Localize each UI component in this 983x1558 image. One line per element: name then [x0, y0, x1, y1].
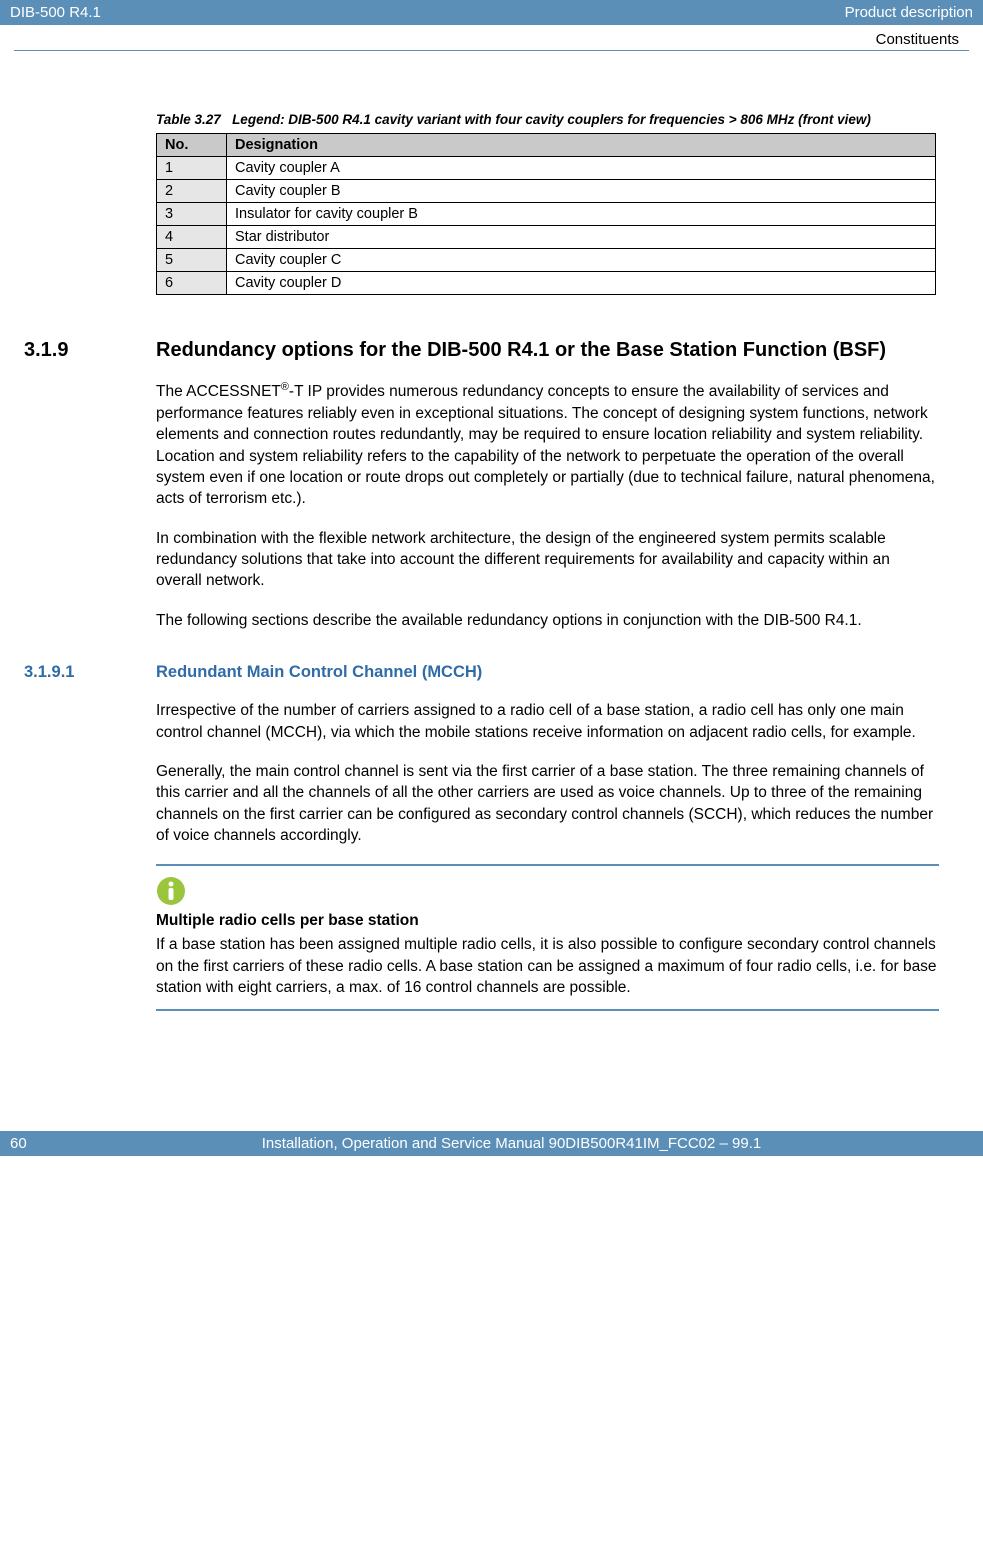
- section-title: Redundant Main Control Channel (MCCH): [156, 663, 482, 682]
- section-number: 3.1.9.1: [24, 663, 156, 682]
- cell-no: 1: [157, 157, 227, 180]
- para-text: -T IP provides numerous redundancy conce…: [156, 383, 935, 507]
- header-bar: DIB-500 R4.1 Product description: [0, 0, 983, 25]
- cell-designation: Insulator for cavity coupler B: [227, 203, 936, 226]
- header-rule: [14, 50, 969, 51]
- info-rule-bottom: [156, 1009, 939, 1011]
- registered-mark: ®: [281, 381, 289, 393]
- cell-designation: Cavity coupler D: [227, 272, 936, 295]
- info-icon: [156, 876, 186, 906]
- info-rule-top: [156, 864, 939, 866]
- cell-no: 4: [157, 226, 227, 249]
- footer-bar: 60 Installation, Operation and Service M…: [0, 1131, 983, 1156]
- paragraph: Generally, the main control channel is s…: [156, 761, 959, 847]
- table-caption-text: Legend: DIB-500 R4.1 cavity variant with…: [232, 112, 871, 127]
- paragraph: The ACCESSNET®-T IP provides numerous re…: [156, 380, 959, 509]
- info-heading: Multiple radio cells per base station: [156, 912, 939, 930]
- page-content: Table 3.27 Legend: DIB-500 R4.1 cavity v…: [0, 111, 983, 1011]
- paragraph: In combination with the flexible network…: [156, 528, 959, 592]
- table-row: 6 Cavity coupler D: [157, 272, 936, 295]
- col-header-designation: Designation: [227, 134, 936, 157]
- cell-designation: Cavity coupler B: [227, 180, 936, 203]
- section-heading-319: 3.1.9 Redundancy options for the DIB-500…: [24, 339, 959, 362]
- cell-designation: Cavity coupler C: [227, 249, 936, 272]
- cell-no: 6: [157, 272, 227, 295]
- info-text: If a base station has been assigned mult…: [156, 934, 939, 998]
- table-row: 1 Cavity coupler A: [157, 157, 936, 180]
- cell-no: 2: [157, 180, 227, 203]
- table-caption-lead: Table 3.27: [156, 112, 221, 127]
- paragraph: The following sections describe the avai…: [156, 610, 959, 631]
- section-title: Redundancy options for the DIB-500 R4.1 …: [156, 339, 886, 362]
- info-box: Multiple radio cells per base station If…: [156, 864, 959, 1010]
- legend-table: No. Designation 1 Cavity coupler A 2 Cav…: [156, 133, 936, 295]
- table-row: 4 Star distributor: [157, 226, 936, 249]
- table-row: 3 Insulator for cavity coupler B: [157, 203, 936, 226]
- para-text: The ACCESSNET: [156, 383, 281, 400]
- paragraph: Irrespective of the number of carriers a…: [156, 700, 959, 743]
- section-heading-3191: 3.1.9.1 Redundant Main Control Channel (…: [24, 663, 959, 682]
- doc-id: DIB-500 R4.1: [10, 4, 101, 21]
- table-caption: Table 3.27 Legend: DIB-500 R4.1 cavity v…: [156, 111, 959, 129]
- footer-text: Installation, Operation and Service Manu…: [50, 1135, 973, 1152]
- table-row: 5 Cavity coupler C: [157, 249, 936, 272]
- table-row: 2 Cavity coupler B: [157, 180, 936, 203]
- cell-no: 3: [157, 203, 227, 226]
- header-subtitle: Constituents: [0, 25, 983, 50]
- table-header-row: No. Designation: [157, 134, 936, 157]
- page-number: 60: [10, 1135, 50, 1152]
- section-label: Product description: [845, 4, 973, 21]
- cell-no: 5: [157, 249, 227, 272]
- section-number: 3.1.9: [24, 339, 156, 362]
- cell-designation: Star distributor: [227, 226, 936, 249]
- col-header-no: No.: [157, 134, 227, 157]
- cell-designation: Cavity coupler A: [227, 157, 936, 180]
